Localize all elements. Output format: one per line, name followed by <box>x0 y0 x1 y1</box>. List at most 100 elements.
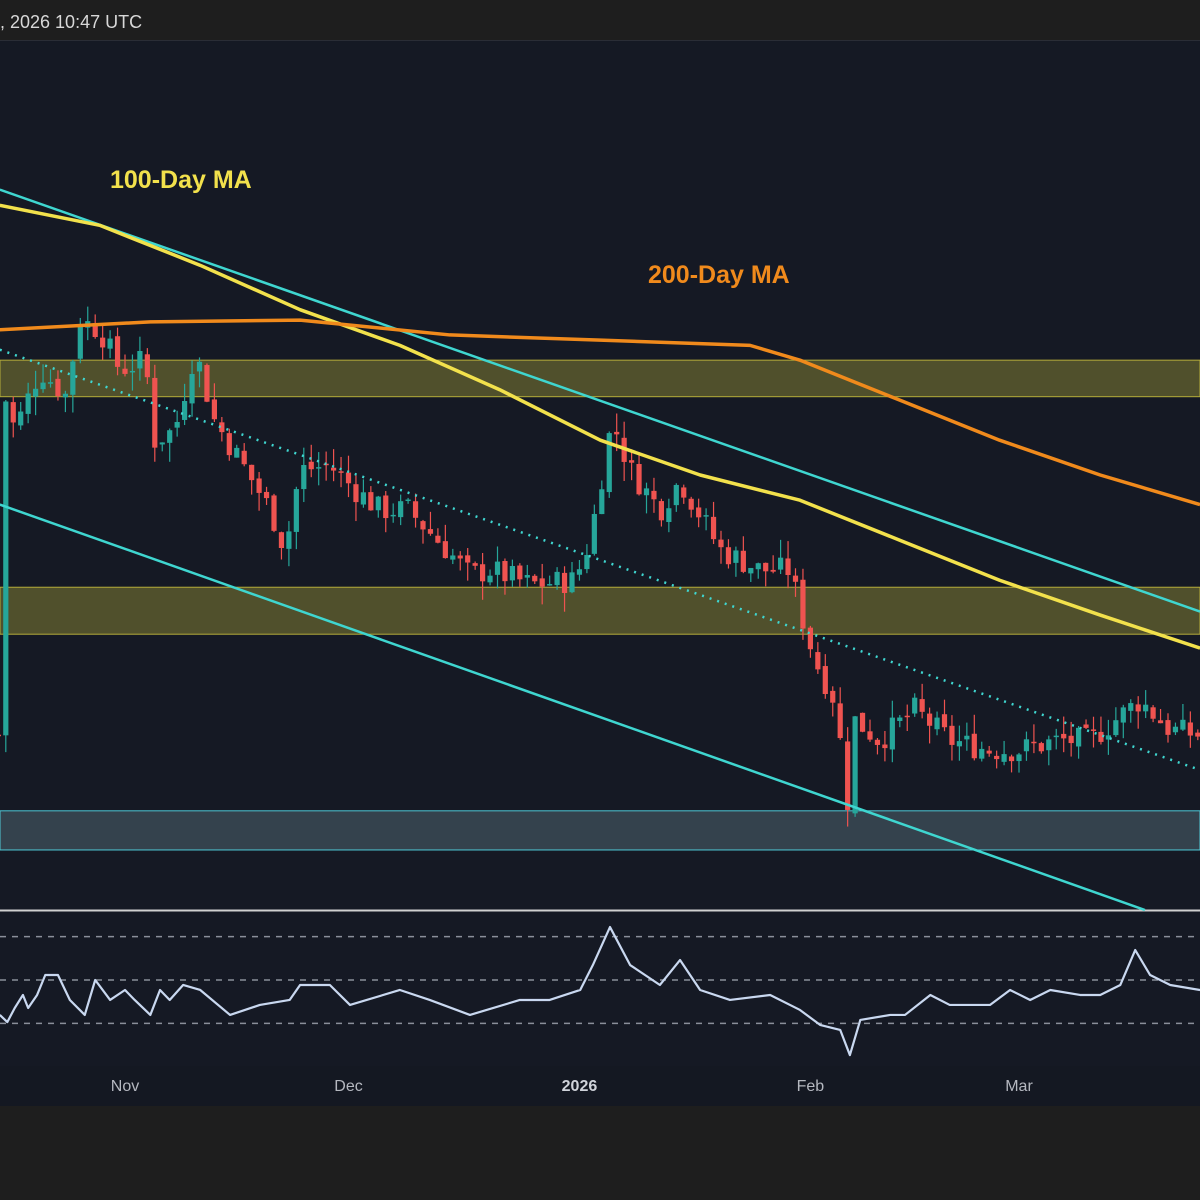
candle-body <box>740 550 746 572</box>
candle-body <box>167 430 173 443</box>
candle-body <box>1150 707 1156 719</box>
candle-body <box>904 715 910 718</box>
x-tick-label: Dec <box>334 1078 363 1095</box>
candle-body <box>450 555 456 560</box>
candle-body <box>234 447 240 458</box>
candle-body <box>524 575 530 578</box>
candle-body <box>174 422 180 428</box>
candle-body <box>1053 735 1059 738</box>
candle-body <box>822 666 828 695</box>
ma100-label: 100-Day MA <box>110 166 252 194</box>
candle-body <box>1120 707 1126 723</box>
candle-body <box>1165 720 1171 735</box>
candle-body <box>286 531 292 549</box>
candle-body <box>696 507 702 518</box>
candle-body <box>897 717 903 721</box>
zone-support-2 <box>0 810 1200 851</box>
time-axis <box>0 1066 1200 1106</box>
candle-body <box>539 578 545 587</box>
candle-body <box>412 501 419 518</box>
candle-body <box>532 575 538 582</box>
candle-body <box>368 492 374 511</box>
candle-body <box>718 539 724 548</box>
candle-body <box>196 361 203 372</box>
candle-body <box>561 572 568 594</box>
candle-body <box>1023 739 1030 752</box>
price-chart[interactable] <box>0 41 1200 1106</box>
candle-body <box>301 465 307 490</box>
candle-body <box>971 733 977 759</box>
candle-body <box>681 487 687 498</box>
candle-body <box>778 557 784 570</box>
candle-body <box>1195 732 1200 737</box>
candle-body <box>785 558 791 576</box>
candle-body <box>1187 722 1193 736</box>
candle-body <box>725 547 732 565</box>
candle-body <box>710 516 717 540</box>
candle-body <box>480 564 486 582</box>
candle-body <box>1001 754 1007 762</box>
channel-upper-line <box>0 188 1200 613</box>
candle-body <box>249 464 255 481</box>
candle-body <box>256 478 262 493</box>
candle-body <box>919 699 925 712</box>
candle-body <box>3 401 9 736</box>
candle-body <box>770 569 776 572</box>
candle-body <box>1128 703 1134 711</box>
candle-body <box>509 565 515 581</box>
candle-body <box>390 514 396 517</box>
candle-body <box>308 461 314 470</box>
candle-body <box>1008 756 1015 762</box>
candle-body <box>934 717 940 730</box>
candle-body <box>114 336 121 367</box>
candle-body <box>666 508 672 523</box>
candle-body <box>100 337 106 348</box>
candle-body <box>651 490 657 500</box>
x-tick-label: Feb <box>796 1078 825 1095</box>
candle-body <box>353 484 359 503</box>
candle-body <box>807 627 813 650</box>
candle-body <box>360 492 366 505</box>
candle-body <box>107 338 113 349</box>
candle-body <box>278 532 285 549</box>
candle-body <box>599 489 605 515</box>
candle-body <box>398 501 404 518</box>
candle-body <box>25 393 31 414</box>
candle-body <box>241 450 247 465</box>
candle-body <box>0 734 1 737</box>
candle-body <box>77 326 83 359</box>
candle-body <box>614 431 620 435</box>
candle-body <box>338 471 344 473</box>
candle-body <box>1061 733 1067 739</box>
candle-body <box>606 433 612 493</box>
top-bar: , 2026 10:47 UTC <box>0 0 1200 41</box>
candle-body <box>956 741 962 747</box>
candle-body <box>1172 726 1179 733</box>
candle-body <box>755 563 761 570</box>
candle-body <box>830 690 836 703</box>
zone-resistance-1 <box>0 586 1200 635</box>
candle-body <box>979 748 985 759</box>
candle-body <box>1143 704 1149 712</box>
candle-body <box>62 393 68 398</box>
candle-body <box>927 713 933 726</box>
candle-body <box>643 488 650 496</box>
candle-body <box>636 464 642 495</box>
candle-body <box>129 370 136 373</box>
bottom-bar <box>0 1106 1200 1200</box>
candle-body <box>912 697 918 714</box>
candle-body <box>427 529 434 534</box>
candle-body <box>576 569 583 575</box>
candle-body <box>10 402 16 423</box>
candle-body <box>889 717 895 750</box>
candle-body <box>263 491 270 499</box>
ma100-line <box>0 203 1200 650</box>
candle-body <box>1098 731 1104 742</box>
candle-body <box>837 703 843 739</box>
candle-body <box>584 554 590 570</box>
candle-body <box>271 495 277 531</box>
x-tick-label: Nov <box>110 1078 140 1095</box>
candle-body <box>204 365 210 402</box>
candle-body <box>316 467 322 469</box>
candle-body <box>949 725 955 745</box>
